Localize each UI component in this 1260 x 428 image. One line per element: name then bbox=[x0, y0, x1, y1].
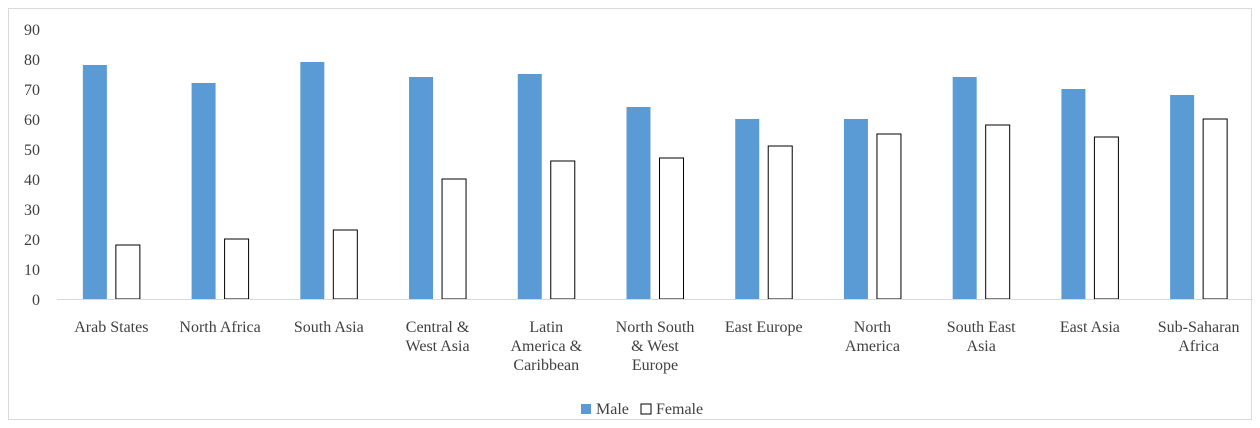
bar-female bbox=[768, 146, 792, 299]
x-tick-label-line: South Asia bbox=[294, 319, 364, 336]
y-tick-label: 60 bbox=[24, 112, 40, 129]
x-tick-label-line: Europe bbox=[632, 357, 678, 374]
x-tick-label-line: Caribbean bbox=[513, 357, 579, 374]
bar-male bbox=[300, 62, 324, 299]
x-tick-label-line: Arab States bbox=[74, 319, 148, 336]
x-tick-label: Central & West Asia bbox=[406, 319, 470, 355]
y-tick-label: 30 bbox=[24, 202, 40, 219]
y-tick-label: 50 bbox=[24, 142, 40, 159]
x-tick-label-line: Asia bbox=[967, 338, 996, 355]
x-tick-label-line: North South bbox=[616, 319, 695, 336]
x-tick-label: Arab States bbox=[74, 319, 148, 336]
x-tick-label: South East Asia bbox=[947, 319, 1016, 355]
bar-female bbox=[877, 134, 901, 299]
legend-male-label: Male bbox=[596, 401, 629, 418]
x-tick-label-line: North Africa bbox=[179, 319, 260, 336]
bar-female bbox=[1203, 119, 1227, 299]
bar-female bbox=[986, 125, 1010, 299]
y-tick-label: 90 bbox=[24, 22, 40, 39]
bar-male bbox=[518, 74, 542, 299]
x-tick-label-line: America bbox=[845, 338, 900, 355]
legend-male-swatch bbox=[581, 404, 591, 414]
legend-female-label: Female bbox=[656, 401, 703, 418]
bar-female bbox=[660, 158, 684, 299]
bar-male bbox=[953, 77, 977, 299]
bar-female bbox=[225, 239, 249, 299]
x-tick-label: North Africa bbox=[179, 319, 260, 336]
x-axis: Arab States North Africa South Asia Central… bbox=[57, 300, 1253, 375]
x-tick-label-line: East Asia bbox=[1060, 319, 1120, 336]
x-tick-label: Latin America & Caribbean bbox=[511, 319, 583, 374]
x-tick-label: East Asia bbox=[1060, 319, 1120, 336]
x-tick-label-line: Sub-Saharan bbox=[1158, 319, 1240, 336]
x-tick-label-line: South East bbox=[947, 319, 1016, 336]
legend-female-swatch bbox=[641, 404, 651, 414]
x-tick-label-line: Central & bbox=[406, 319, 470, 336]
y-tick-label: 40 bbox=[24, 172, 40, 189]
y-tick-label: 70 bbox=[24, 82, 40, 99]
bar-female bbox=[551, 161, 575, 299]
x-tick-label: Sub-Saharan Africa bbox=[1158, 319, 1240, 355]
bar-female bbox=[442, 179, 466, 299]
x-tick-label-line: America & bbox=[511, 338, 583, 355]
bars bbox=[83, 62, 1227, 299]
bar-female bbox=[333, 230, 357, 299]
y-tick-label: 20 bbox=[24, 232, 40, 249]
legend: Male Female bbox=[581, 401, 703, 418]
x-tick-label: East Europe bbox=[725, 319, 803, 336]
bar-male bbox=[627, 107, 651, 299]
x-tick-label: South Asia bbox=[294, 319, 364, 336]
x-tick-label: North South & West Europe bbox=[616, 319, 695, 374]
y-tick-label: 0 bbox=[32, 292, 40, 309]
x-tick-label: North America bbox=[845, 319, 900, 355]
bar-female bbox=[1094, 137, 1118, 299]
bar-male bbox=[844, 119, 868, 299]
bar-male bbox=[83, 65, 107, 299]
x-tick-label-line: West Asia bbox=[406, 338, 470, 355]
x-tick-label-line: Latin bbox=[529, 319, 563, 336]
y-tick-label: 10 bbox=[24, 262, 40, 279]
bar-male bbox=[1170, 95, 1194, 299]
y-tick-label: 80 bbox=[24, 52, 40, 69]
bar-male bbox=[409, 77, 433, 299]
y-axis: 0 10 20 30 40 50 60 70 80 90 bbox=[24, 22, 40, 309]
bar-female bbox=[116, 245, 140, 299]
x-tick-label-line: East Europe bbox=[725, 319, 803, 336]
x-tick-label-line: North bbox=[854, 319, 891, 336]
bar-male bbox=[192, 83, 216, 299]
bar-male bbox=[735, 119, 759, 299]
x-tick-label-line: Africa bbox=[1178, 338, 1219, 355]
bar-male bbox=[1061, 89, 1085, 299]
x-tick-label-line: & West bbox=[631, 338, 679, 355]
